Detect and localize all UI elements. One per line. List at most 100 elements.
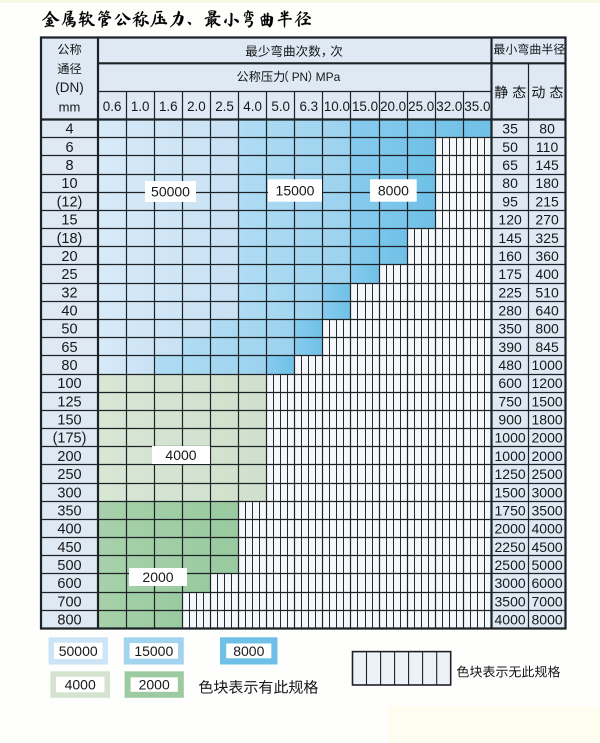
svg-text:360: 360 <box>535 248 559 264</box>
svg-text:350: 350 <box>498 321 522 337</box>
svg-text:2250: 2250 <box>495 539 526 555</box>
svg-text:3500: 3500 <box>495 593 526 609</box>
svg-text:1.0: 1.0 <box>131 99 150 114</box>
svg-text:40: 40 <box>61 304 77 320</box>
svg-text:35: 35 <box>502 121 518 137</box>
svg-text:1800: 1800 <box>532 412 563 428</box>
svg-text:4500: 4500 <box>532 539 563 555</box>
svg-text:1000: 1000 <box>495 448 526 464</box>
svg-text:845: 845 <box>535 339 559 355</box>
svg-text:300: 300 <box>57 485 81 501</box>
svg-text:2500: 2500 <box>495 557 526 573</box>
svg-text:4000: 4000 <box>165 447 196 463</box>
svg-text:4.0: 4.0 <box>243 99 262 114</box>
svg-text:(175): (175) <box>53 431 87 447</box>
svg-text:32: 32 <box>61 285 77 301</box>
svg-text:180: 180 <box>535 175 559 191</box>
svg-text:50000: 50000 <box>59 643 98 659</box>
svg-text:400: 400 <box>57 522 81 538</box>
svg-text:2000: 2000 <box>142 569 173 585</box>
svg-text:1200: 1200 <box>532 375 563 391</box>
svg-text:15: 15 <box>61 213 77 229</box>
svg-text:0.6: 0.6 <box>103 99 122 114</box>
svg-text:7000: 7000 <box>532 593 563 609</box>
svg-text:175: 175 <box>498 266 522 282</box>
svg-text:270: 270 <box>535 212 559 228</box>
svg-text:10.0: 10.0 <box>324 99 350 114</box>
svg-text:(DN): (DN) <box>55 80 84 95</box>
svg-text:390: 390 <box>498 339 522 355</box>
svg-text:6000: 6000 <box>532 575 563 591</box>
svg-text:4000: 4000 <box>495 612 526 628</box>
svg-text:50: 50 <box>502 139 518 155</box>
svg-text:225: 225 <box>498 284 522 300</box>
svg-text:2000: 2000 <box>532 448 563 464</box>
svg-text:5.0: 5.0 <box>271 99 290 114</box>
svg-text:1500: 1500 <box>532 393 563 409</box>
svg-text:25.0: 25.0 <box>408 99 434 114</box>
svg-text:110: 110 <box>536 139 559 155</box>
svg-text:25: 25 <box>61 267 77 283</box>
svg-text:200: 200 <box>57 449 81 465</box>
svg-text:20.0: 20.0 <box>380 99 406 114</box>
svg-text:2000: 2000 <box>495 521 526 537</box>
svg-text:mm: mm <box>59 100 81 115</box>
svg-text:500: 500 <box>57 558 81 574</box>
svg-text:15000: 15000 <box>134 643 173 659</box>
svg-text:145: 145 <box>498 230 522 246</box>
svg-text:900: 900 <box>498 412 522 428</box>
svg-text:15000: 15000 <box>276 183 315 199</box>
svg-text:8000: 8000 <box>378 183 409 199</box>
svg-text:(18): (18) <box>57 231 83 247</box>
svg-text:50000: 50000 <box>151 184 190 200</box>
svg-text:1000: 1000 <box>532 357 563 373</box>
svg-text:150: 150 <box>57 413 81 429</box>
svg-text:8000: 8000 <box>233 643 264 659</box>
svg-text:450: 450 <box>57 540 81 556</box>
svg-text:2000: 2000 <box>532 430 563 446</box>
svg-text:640: 640 <box>535 303 559 319</box>
svg-text:125: 125 <box>57 394 81 410</box>
svg-text:80: 80 <box>61 358 77 374</box>
svg-text:480: 480 <box>498 357 522 373</box>
svg-text:160: 160 <box>498 248 522 264</box>
svg-text:(12): (12) <box>57 194 83 210</box>
svg-text:215: 215 <box>535 193 559 209</box>
svg-text:3500: 3500 <box>532 502 563 518</box>
svg-text:3000: 3000 <box>532 484 563 500</box>
svg-text:700: 700 <box>57 594 81 610</box>
svg-text:65: 65 <box>502 157 518 173</box>
svg-text:3000: 3000 <box>495 575 526 591</box>
svg-text:510: 510 <box>535 284 559 300</box>
svg-text:4000: 4000 <box>532 521 563 537</box>
svg-text:2500: 2500 <box>532 466 563 482</box>
svg-text:65: 65 <box>61 340 77 356</box>
svg-text:PN: PN <box>292 70 308 84</box>
svg-text:1000: 1000 <box>495 430 526 446</box>
svg-text:2.0: 2.0 <box>187 99 206 114</box>
svg-text:80: 80 <box>539 121 555 137</box>
svg-text:100: 100 <box>57 376 81 392</box>
svg-text:280: 280 <box>498 303 522 319</box>
svg-text:6: 6 <box>65 140 73 156</box>
svg-text:35.0: 35.0 <box>464 99 490 114</box>
svg-text:1.6: 1.6 <box>159 99 178 114</box>
svg-text:800: 800 <box>535 321 559 337</box>
svg-text:600: 600 <box>57 576 81 592</box>
svg-text:50: 50 <box>61 322 77 338</box>
svg-text:325: 325 <box>535 230 559 246</box>
svg-text:250: 250 <box>57 467 81 483</box>
svg-text:2000: 2000 <box>139 677 170 693</box>
svg-text:1500: 1500 <box>495 484 526 500</box>
svg-text:6.3: 6.3 <box>299 99 318 114</box>
svg-text:32.0: 32.0 <box>436 99 462 114</box>
svg-text:20: 20 <box>61 249 77 265</box>
svg-text:400: 400 <box>535 266 559 282</box>
svg-text:95: 95 <box>502 193 518 209</box>
svg-text:8: 8 <box>65 158 73 174</box>
svg-text:145: 145 <box>535 157 559 173</box>
svg-text:8000: 8000 <box>532 612 563 628</box>
svg-text:80: 80 <box>502 175 518 191</box>
svg-text:350: 350 <box>57 503 81 519</box>
svg-text:120: 120 <box>498 212 522 228</box>
